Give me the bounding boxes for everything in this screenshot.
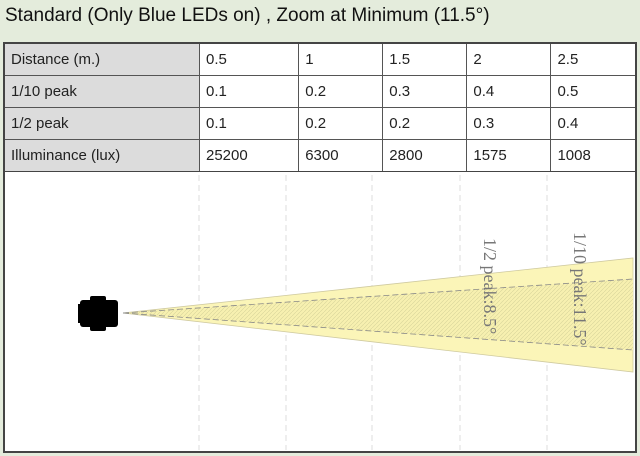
table-cell: 0.5 xyxy=(550,75,637,108)
table-cell: 0.3 xyxy=(466,107,552,140)
row-label: Illuminance (lux) xyxy=(3,139,200,173)
beam-table: Distance (m.) 0.5 1 1.5 2 2.5 1/10 peak 0.1 0.2 0… xyxy=(3,42,637,173)
row-label: Distance (m.) xyxy=(3,42,200,76)
tenth-peak-label: 1/10 peak:11.5° xyxy=(570,232,590,346)
half-peak-label: 1/2 peak:8.5° xyxy=(480,238,500,334)
table-cell: 2800 xyxy=(382,139,468,173)
table-cell: 1008 xyxy=(550,139,637,173)
table-cell: 2.5 xyxy=(550,42,637,76)
table-cell: 6300 xyxy=(298,139,384,173)
half-peak-edge xyxy=(122,312,634,351)
table-row: 1/2 peak 0.1 0.2 0.2 0.3 0.4 xyxy=(3,107,637,140)
half-peak-edge xyxy=(122,278,634,314)
table-cell: 1575 xyxy=(466,139,552,173)
table-cell: 0.2 xyxy=(298,75,384,108)
page-title: Standard (Only Blue LEDs on) , Zoom at M… xyxy=(5,5,490,26)
row-label: 1/10 peak xyxy=(3,75,200,108)
half-peak-cone xyxy=(123,279,633,350)
row-label: 1/2 peak xyxy=(3,107,200,140)
table-cell: 0.2 xyxy=(298,107,384,140)
table-cell: 0.2 xyxy=(382,107,468,140)
table-row: 1/10 peak 0.1 0.2 0.3 0.4 0.5 xyxy=(3,75,637,108)
table-cell: 0.1 xyxy=(198,107,300,140)
table-cell: 0.5 xyxy=(198,42,300,76)
camera-icon xyxy=(78,296,118,331)
table-row: Illuminance (lux) 25200 6300 2800 1575 1008 xyxy=(3,139,637,173)
table-cell: 0.4 xyxy=(550,107,637,140)
table-cell: 25200 xyxy=(198,139,300,173)
table-row: Distance (m.) 0.5 1 1.5 2 2.5 xyxy=(3,42,637,76)
